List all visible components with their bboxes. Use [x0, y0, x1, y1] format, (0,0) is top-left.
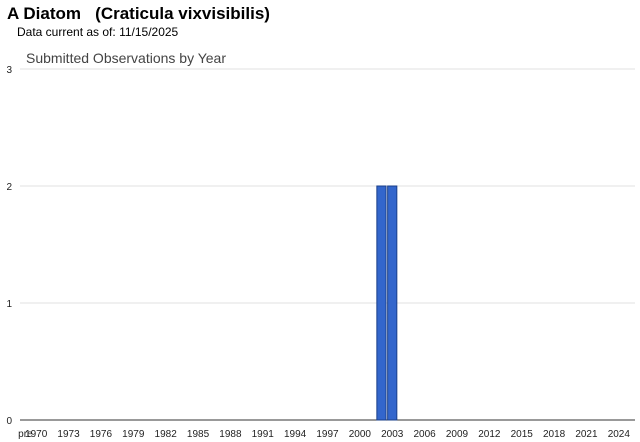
- x-tick-label-2000: 2000: [349, 429, 372, 440]
- chart-title: Submitted Observations by Year: [26, 50, 226, 66]
- data-current-label: Data current as of:: [17, 25, 116, 39]
- x-tick-label-2003: 2003: [381, 429, 404, 440]
- x-tick-label-1991: 1991: [252, 429, 275, 440]
- x-tick-label-2009: 2009: [446, 429, 469, 440]
- x-tick-label-2018: 2018: [543, 429, 566, 440]
- data-current-date: 11/15/2025: [119, 25, 179, 39]
- y-tick-label-2: 2: [6, 182, 12, 193]
- y-tick-label-0: 0: [6, 416, 12, 427]
- x-tick-label-1988: 1988: [219, 429, 242, 440]
- y-tick-label-3: 3: [6, 65, 12, 76]
- page-title: A Diatom (Craticula vixvisibilis): [7, 4, 270, 23]
- x-tick-label-2012: 2012: [478, 429, 501, 440]
- x-tick-label-1985: 1985: [187, 429, 210, 440]
- x-tick-label-2006: 2006: [413, 429, 436, 440]
- x-tick-label-1997: 1997: [316, 429, 339, 440]
- bar-2002: [376, 185, 387, 421]
- x-tick-label-1970: 1970: [25, 429, 48, 440]
- bar-2003: [387, 185, 398, 421]
- x-tick-label-1973: 1973: [57, 429, 80, 440]
- x-tick-label-pre: pre: [18, 429, 33, 440]
- x-tick-label-1982: 1982: [155, 429, 178, 440]
- x-tick-label-2021: 2021: [575, 429, 598, 440]
- data-current-line: Data current as of: 11/15/2025: [17, 25, 178, 40]
- x-tick-label-1994: 1994: [284, 429, 307, 440]
- x-tick-label-2015: 2015: [511, 429, 534, 440]
- x-tick-label-2024: 2024: [608, 429, 631, 440]
- x-tick-label-1976: 1976: [90, 429, 113, 440]
- y-tick-label-1: 1: [6, 299, 12, 310]
- x-tick-label-1979: 1979: [122, 429, 145, 440]
